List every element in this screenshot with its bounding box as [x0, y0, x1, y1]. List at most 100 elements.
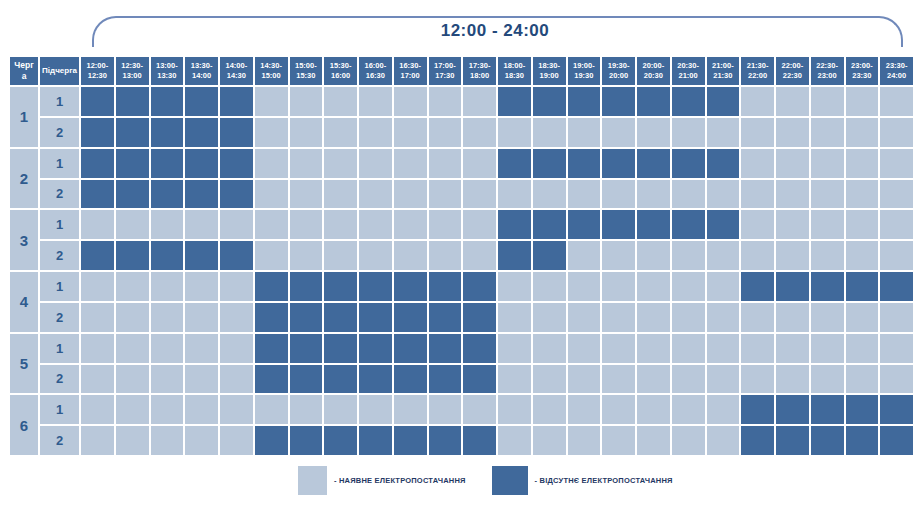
cell-power-on	[707, 272, 740, 301]
cell-power-on	[602, 241, 635, 270]
cell-power-on	[81, 334, 114, 363]
queue-label-4: 4	[10, 272, 38, 332]
cell-power-on	[255, 180, 288, 209]
cell-power-off	[533, 149, 566, 178]
cell-power-on	[533, 118, 566, 147]
cell-power-off	[429, 272, 462, 301]
subqueue-label-3-2: 2	[40, 241, 79, 270]
queue-label-2: 2	[10, 149, 38, 209]
legend: - НАЯВНЕ ЕЛЕКТРОПОСТАЧАННЯ- ВІДСУТНЄ ЕЛЕ…	[298, 466, 673, 495]
cell-power-on	[707, 365, 740, 394]
cell-power-on	[359, 149, 392, 178]
cell-power-on	[707, 241, 740, 270]
cell-power-on	[290, 395, 323, 424]
cell-power-off	[220, 241, 253, 270]
subqueue-label-2-1: 1	[40, 149, 79, 178]
cell-power-on	[498, 395, 531, 424]
cell-power-on	[498, 365, 531, 394]
cell-power-on	[811, 118, 844, 147]
cell-power-on	[255, 241, 288, 270]
cell-power-on	[707, 118, 740, 147]
cell-power-off	[185, 118, 218, 147]
cell-power-off	[463, 334, 496, 363]
cell-power-off	[672, 149, 705, 178]
time-range-title: 12:00 - 24:00	[77, 21, 913, 41]
cell-power-on	[394, 149, 427, 178]
cell-power-off	[324, 365, 357, 394]
cell-power-on	[185, 272, 218, 301]
header-time-slot: 16:30-17:00	[394, 57, 427, 85]
cell-power-on	[880, 334, 913, 363]
cell-power-on	[220, 426, 253, 455]
cell-power-off	[846, 426, 879, 455]
cell-power-on	[672, 118, 705, 147]
cell-power-on	[846, 87, 879, 116]
outage-schedule-graphic: 12:00 - 24:00 ЧергаПідчерга12:00-12:3012…	[0, 0, 923, 510]
cell-power-on	[880, 87, 913, 116]
cell-power-on	[290, 241, 323, 270]
cell-power-off	[463, 303, 496, 332]
cell-power-on	[220, 303, 253, 332]
queue-label-5: 5	[10, 334, 38, 394]
cell-power-off	[185, 180, 218, 209]
cell-power-on	[394, 180, 427, 209]
cell-power-on	[498, 118, 531, 147]
cell-power-on	[359, 87, 392, 116]
cell-power-on	[429, 149, 462, 178]
cell-power-on	[846, 303, 879, 332]
cell-power-on	[255, 118, 288, 147]
cell-power-on	[185, 395, 218, 424]
cell-power-on	[811, 303, 844, 332]
cell-power-off	[116, 241, 149, 270]
cell-power-on	[672, 272, 705, 301]
cell-power-off	[637, 87, 670, 116]
queue-label-1: 1	[10, 87, 38, 147]
cell-power-on	[151, 210, 184, 239]
cell-power-on	[602, 426, 635, 455]
cell-power-on	[498, 426, 531, 455]
cell-power-on	[533, 426, 566, 455]
cell-power-off	[741, 272, 774, 301]
cell-power-off	[741, 426, 774, 455]
cell-power-on	[324, 395, 357, 424]
cell-power-on	[568, 334, 601, 363]
cell-power-on	[463, 87, 496, 116]
cell-power-off	[81, 180, 114, 209]
cell-power-off	[81, 241, 114, 270]
cell-power-off	[846, 395, 879, 424]
cell-power-on	[568, 365, 601, 394]
cell-power-off	[81, 149, 114, 178]
cell-power-off	[151, 149, 184, 178]
cell-power-on	[498, 180, 531, 209]
cell-power-off	[116, 149, 149, 178]
legend-item-on: - НАЯВНЕ ЕЛЕКТРОПОСТАЧАННЯ	[298, 466, 466, 495]
cell-power-off	[151, 87, 184, 116]
header-time-slot: 19:30-20:00	[602, 57, 635, 85]
cell-power-on	[498, 334, 531, 363]
cell-power-on	[672, 395, 705, 424]
cell-power-off	[776, 395, 809, 424]
cell-power-on	[741, 118, 774, 147]
cell-power-on	[741, 149, 774, 178]
subqueue-label-1-1: 1	[40, 87, 79, 116]
cell-power-off	[290, 303, 323, 332]
cell-power-on	[637, 180, 670, 209]
cell-power-on	[602, 365, 635, 394]
cell-power-on	[290, 118, 323, 147]
cell-power-on	[637, 118, 670, 147]
cell-power-on	[741, 180, 774, 209]
cell-power-on	[81, 395, 114, 424]
cell-power-on	[672, 180, 705, 209]
cell-power-off	[637, 210, 670, 239]
queue-label-3: 3	[10, 210, 38, 270]
header-time-slot: 14:00-14:30	[220, 57, 253, 85]
cell-power-on	[846, 334, 879, 363]
legend-swatch-on	[298, 466, 327, 495]
cell-power-off	[220, 149, 253, 178]
cell-power-on	[846, 365, 879, 394]
cell-power-on	[776, 118, 809, 147]
header-time-slot: 18:00-18:30	[498, 57, 531, 85]
cell-power-on	[394, 210, 427, 239]
cell-power-off	[394, 303, 427, 332]
cell-power-on	[811, 210, 844, 239]
